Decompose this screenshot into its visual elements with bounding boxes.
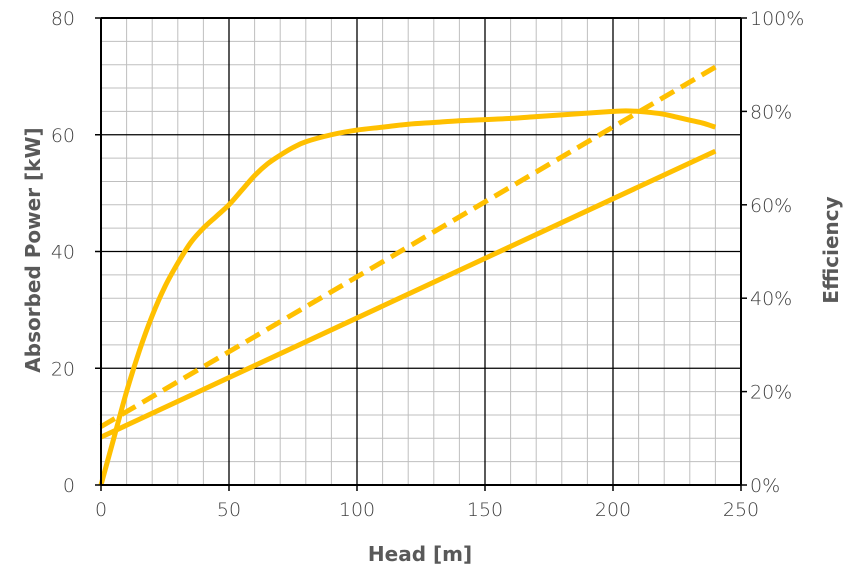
series-line-1	[98, 108, 717, 486]
major-grid	[101, 18, 741, 485]
x-axis-title: Head [m]	[368, 542, 472, 566]
y-tick-label: 20	[51, 358, 75, 380]
x-tick-label: 200	[595, 499, 631, 521]
y2-tick-label: 100%	[750, 8, 804, 30]
series-layer	[98, 64, 717, 486]
x-tick-label: 50	[217, 499, 241, 521]
y2-tick-label: 60%	[750, 195, 792, 217]
x-tick-label: 100	[339, 499, 375, 521]
y-tick-label: 0	[63, 475, 75, 497]
x-tick-label: 150	[467, 499, 503, 521]
y2-tick-label: 20%	[750, 382, 792, 404]
y2-tick-label: 40%	[750, 288, 792, 310]
series-line-2	[99, 148, 717, 440]
x-tick-label: 250	[723, 499, 759, 521]
y2-axis-title: Efficiency	[819, 196, 843, 303]
tick-labels: 0 50 100 150 200 250 0 20 40 60 80 0% 20% 40% 60% 80% 10…	[51, 8, 805, 521]
y-axis-title: Absorbed Power [kW]	[21, 127, 45, 372]
x-tick-label: 0	[95, 499, 107, 521]
y-tick-label: 60	[51, 125, 75, 147]
axes	[95, 17, 747, 491]
y2-tick-label: 0%	[750, 475, 780, 497]
y-tick-label: 80	[51, 8, 75, 30]
y-tick-label: 40	[51, 242, 75, 264]
y2-tick-label: 80%	[750, 101, 792, 123]
